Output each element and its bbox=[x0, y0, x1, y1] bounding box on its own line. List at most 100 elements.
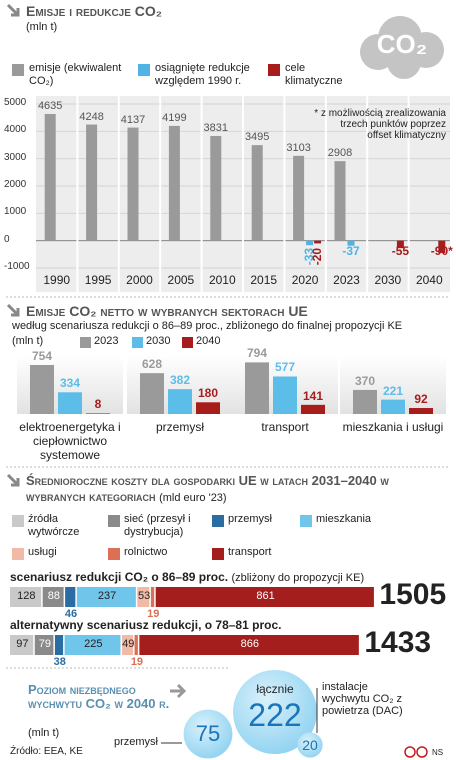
bar-segment bbox=[76, 587, 136, 607]
category-label: transport bbox=[261, 420, 309, 434]
legend-label: osiągnięte redukcje względem 1990 r. bbox=[155, 62, 250, 87]
chart-heading: Średnioroczne koszty dla gospodarki UE w… bbox=[26, 473, 446, 505]
legend-swatch bbox=[268, 64, 280, 76]
legend-swatch bbox=[212, 548, 224, 560]
x-tick-label: 2040 bbox=[415, 273, 443, 287]
bar bbox=[306, 240, 314, 246]
segment-label: 79 bbox=[38, 638, 51, 650]
value-label: -55 bbox=[391, 243, 410, 258]
y-tick-label: 1000 bbox=[4, 206, 27, 218]
bar bbox=[245, 362, 269, 414]
legend-swatch bbox=[212, 515, 224, 527]
legend-swatch bbox=[80, 337, 91, 348]
bar bbox=[293, 155, 305, 241]
value-label: 4199 bbox=[162, 111, 187, 124]
value-label: 4248 bbox=[79, 110, 104, 123]
badge-text: CO₂ bbox=[376, 29, 428, 59]
bubble-label: łącznie bbox=[256, 682, 294, 696]
x-tick-label: 2023 bbox=[333, 273, 360, 287]
bar bbox=[44, 113, 56, 241]
value-label: 8 bbox=[94, 397, 102, 412]
total-label: 1433 bbox=[364, 626, 432, 659]
value-label: 4137 bbox=[120, 113, 146, 126]
legend-label: emisje (ekwiwalent CO₂) bbox=[29, 62, 122, 87]
bar-segment bbox=[139, 635, 359, 655]
cc-icon bbox=[416, 746, 428, 758]
legend-label: sieć (przesył i dystrybucja) bbox=[124, 513, 191, 538]
value-label: 141 bbox=[302, 388, 324, 403]
bar-segment bbox=[10, 635, 34, 655]
segment-label: 866 bbox=[240, 638, 260, 650]
segment-label: 38 bbox=[53, 656, 66, 668]
segment-label: 19 bbox=[147, 608, 160, 620]
segment-label: 88 bbox=[47, 590, 60, 602]
x-tick-label: 2030 bbox=[374, 273, 402, 287]
value-label: -37 bbox=[342, 243, 360, 258]
bar bbox=[301, 404, 325, 414]
bar-segment bbox=[65, 587, 76, 607]
x-tick-label: 2000 bbox=[126, 273, 153, 287]
bar-heading: scenariusz redukcji CO₂ o 86–89 proc. (z… bbox=[10, 570, 365, 585]
legend-label: mieszkania bbox=[316, 513, 372, 525]
bar-segment bbox=[137, 587, 150, 607]
segment-label: 49 bbox=[122, 638, 135, 650]
chart-title: Emisje CO₂ netto w wybranych sektorach U… bbox=[26, 303, 308, 319]
legend-swatch bbox=[12, 515, 24, 527]
bar bbox=[347, 240, 355, 246]
bar-segment bbox=[42, 587, 64, 607]
chart-title: Poziom niezbędnego wychwytu CO₂ w 2040 r… bbox=[28, 682, 170, 711]
legend-swatch bbox=[108, 548, 120, 560]
legend-label: cele klimatyczne bbox=[285, 62, 343, 87]
unit-label: (mln t) bbox=[12, 335, 44, 347]
bar-segment bbox=[54, 635, 64, 655]
note: offset klimatyczny bbox=[367, 130, 446, 141]
segment-label: 97 bbox=[16, 638, 29, 650]
bar-segment bbox=[150, 587, 155, 607]
category-note: (zbliżony do propozycji KE) bbox=[231, 572, 365, 584]
bar-segment bbox=[122, 635, 134, 655]
value-label: 3831 bbox=[203, 121, 229, 134]
category-label: mieszkania i usługi bbox=[342, 420, 444, 434]
segment-label: 53 bbox=[137, 590, 151, 602]
legend-label: 2030 bbox=[146, 335, 171, 347]
bar bbox=[86, 413, 110, 414]
value-label: 334 bbox=[59, 376, 81, 391]
arrow-icon bbox=[170, 683, 187, 699]
unit-label: (mln t) bbox=[26, 21, 58, 33]
legend-swatch bbox=[300, 515, 312, 527]
legend-label: źródła wytwórcze bbox=[28, 513, 80, 538]
bar bbox=[334, 161, 346, 241]
total-label: 1505 bbox=[379, 578, 447, 611]
legend-label: 2023 bbox=[94, 335, 119, 347]
value-label: 221 bbox=[382, 383, 404, 398]
value-label: -90* bbox=[430, 243, 453, 258]
bubble-label: instalacje wychwytu CO₂ z powietrza (DAC… bbox=[322, 681, 403, 718]
y-tick-label: -1000 bbox=[4, 261, 30, 272]
legend-swatch bbox=[12, 64, 24, 76]
unit-label: (mln t) bbox=[28, 727, 60, 739]
x-tick-label: 2010 bbox=[208, 273, 236, 287]
bar bbox=[210, 135, 222, 241]
value-label: 577 bbox=[274, 360, 296, 375]
bubble bbox=[297, 732, 323, 758]
value-label: 4635 bbox=[37, 99, 63, 112]
y-tick-label: 2000 bbox=[4, 179, 27, 190]
legend-label: przemysł bbox=[228, 513, 273, 525]
x-tick-label: 1990 bbox=[43, 273, 71, 287]
category-label: elektroenergetyka i ciepłownictwo system… bbox=[19, 420, 121, 462]
bar bbox=[353, 389, 377, 414]
note: trzech punktów poprzez bbox=[340, 119, 446, 130]
bar bbox=[409, 408, 433, 414]
note: * z możliwością zrealizowania bbox=[314, 108, 446, 119]
segment-label: 19 bbox=[130, 656, 144, 668]
legend-label: usługi bbox=[28, 546, 57, 558]
bubble bbox=[183, 709, 233, 759]
bar-segment bbox=[34, 635, 54, 655]
segment-label: 46 bbox=[64, 608, 78, 620]
value-label: 370 bbox=[354, 373, 376, 388]
category-label: alternatywny scenariusz redukcji, o 78–8… bbox=[10, 618, 282, 632]
bar bbox=[396, 240, 404, 249]
x-tick-label: 2005 bbox=[167, 273, 195, 287]
bubble-value: 75 bbox=[195, 720, 221, 746]
